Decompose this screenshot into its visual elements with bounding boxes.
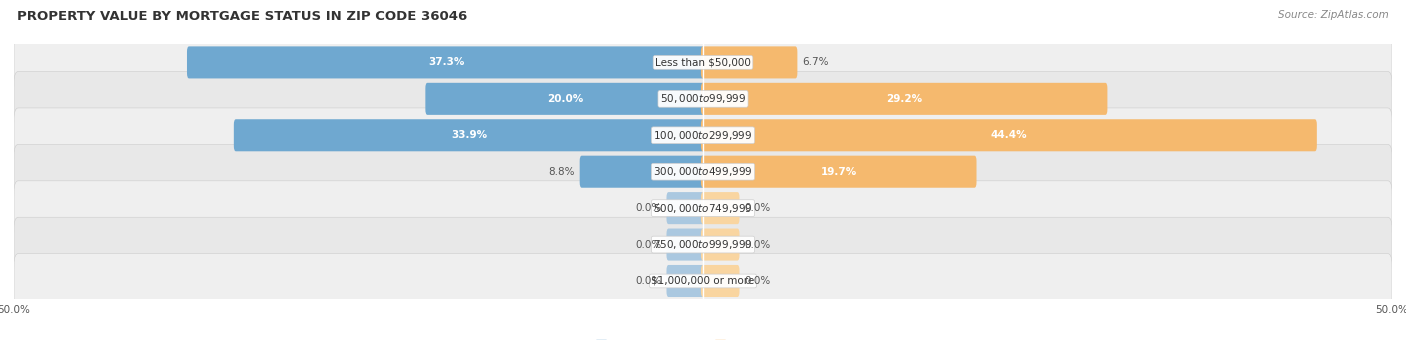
FancyBboxPatch shape <box>187 46 704 79</box>
Text: 20.0%: 20.0% <box>547 94 583 104</box>
Text: $500,000 to $749,999: $500,000 to $749,999 <box>654 202 752 215</box>
FancyBboxPatch shape <box>702 156 977 188</box>
FancyBboxPatch shape <box>579 156 704 188</box>
FancyBboxPatch shape <box>702 119 1317 151</box>
Text: 6.7%: 6.7% <box>803 57 828 67</box>
FancyBboxPatch shape <box>14 35 1392 90</box>
FancyBboxPatch shape <box>14 144 1392 199</box>
Text: $100,000 to $299,999: $100,000 to $299,999 <box>654 129 752 142</box>
Text: 0.0%: 0.0% <box>744 276 770 286</box>
FancyBboxPatch shape <box>666 192 704 224</box>
FancyBboxPatch shape <box>14 254 1392 308</box>
Text: Less than $50,000: Less than $50,000 <box>655 57 751 67</box>
FancyBboxPatch shape <box>233 119 704 151</box>
FancyBboxPatch shape <box>14 108 1392 163</box>
FancyBboxPatch shape <box>702 228 740 260</box>
FancyBboxPatch shape <box>702 265 740 297</box>
Text: 8.8%: 8.8% <box>548 167 575 177</box>
Text: 0.0%: 0.0% <box>744 240 770 250</box>
FancyBboxPatch shape <box>702 46 797 79</box>
FancyBboxPatch shape <box>14 181 1392 236</box>
Text: 0.0%: 0.0% <box>636 240 662 250</box>
FancyBboxPatch shape <box>426 83 704 115</box>
Text: 0.0%: 0.0% <box>636 276 662 286</box>
Text: 33.9%: 33.9% <box>451 130 488 140</box>
Text: $300,000 to $499,999: $300,000 to $499,999 <box>654 165 752 178</box>
Text: $1,000,000 or more: $1,000,000 or more <box>651 276 755 286</box>
Text: 37.3%: 37.3% <box>427 57 464 67</box>
Text: Source: ZipAtlas.com: Source: ZipAtlas.com <box>1278 10 1389 20</box>
FancyBboxPatch shape <box>702 192 740 224</box>
Text: 19.7%: 19.7% <box>821 167 856 177</box>
Text: $50,000 to $99,999: $50,000 to $99,999 <box>659 92 747 105</box>
FancyBboxPatch shape <box>14 71 1392 126</box>
FancyBboxPatch shape <box>14 217 1392 272</box>
Text: PROPERTY VALUE BY MORTGAGE STATUS IN ZIP CODE 36046: PROPERTY VALUE BY MORTGAGE STATUS IN ZIP… <box>17 10 467 23</box>
Text: 0.0%: 0.0% <box>636 203 662 213</box>
Text: 29.2%: 29.2% <box>886 94 922 104</box>
FancyBboxPatch shape <box>666 265 704 297</box>
Text: $750,000 to $999,999: $750,000 to $999,999 <box>654 238 752 251</box>
FancyBboxPatch shape <box>702 83 1108 115</box>
FancyBboxPatch shape <box>666 228 704 260</box>
Text: 0.0%: 0.0% <box>744 203 770 213</box>
Text: 44.4%: 44.4% <box>991 130 1028 140</box>
